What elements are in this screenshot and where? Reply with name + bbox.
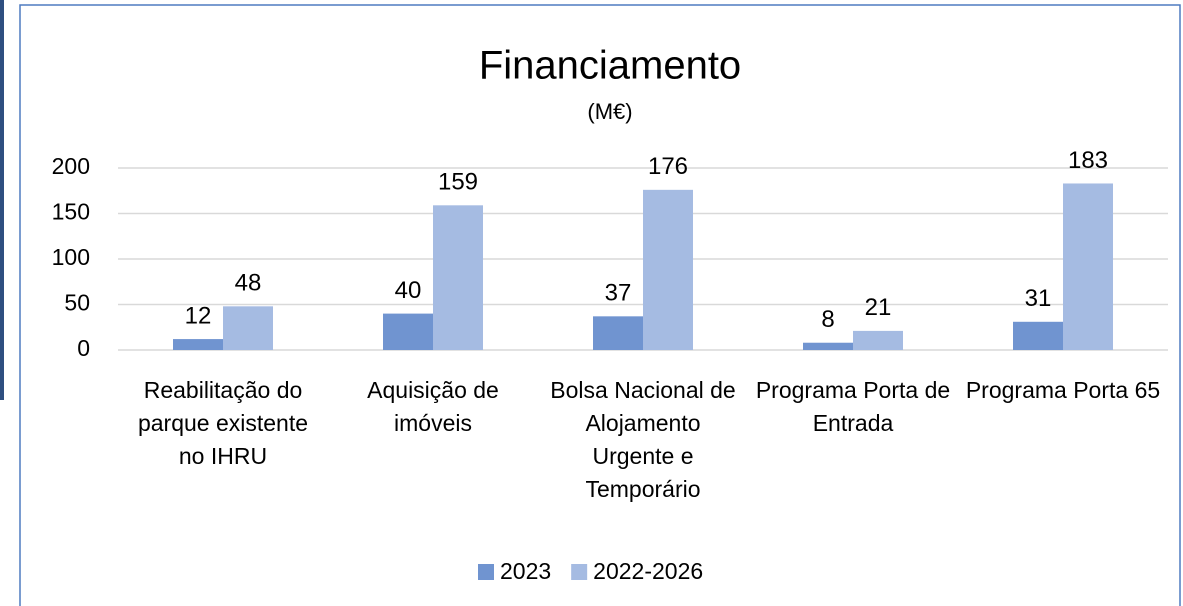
value-label: 8	[821, 306, 834, 333]
legend-label: 2022-2026	[593, 558, 703, 584]
value-label: 31	[1025, 285, 1052, 312]
legend-swatch	[478, 564, 494, 580]
value-label: 21	[865, 294, 892, 321]
bar	[223, 306, 273, 350]
y-tick-label: 200	[52, 153, 90, 179]
chart-title: Financiamento	[479, 44, 741, 88]
y-tick-label: 50	[64, 290, 90, 316]
y-tick-label: 0	[77, 335, 90, 361]
bar	[643, 189, 693, 350]
legend-label: 2023	[500, 558, 551, 584]
x-tick-label: Aquisição de imóveis	[367, 377, 499, 436]
chart-subtitle: (M€)	[587, 99, 632, 124]
x-tick-label: Programa Porta de Entrada	[755, 377, 951, 436]
value-label: 176	[648, 153, 688, 180]
chart-border	[19, 4, 1181, 606]
value-label: 12	[185, 302, 212, 329]
bar	[853, 330, 903, 350]
value-label: 37	[605, 280, 632, 307]
bar	[173, 339, 223, 350]
value-label: 48	[235, 270, 262, 297]
x-tick-label: Reabilitação do parque existente no IHRU	[137, 377, 309, 469]
bar	[433, 205, 483, 350]
bar	[593, 316, 643, 350]
legend-swatch	[571, 564, 588, 580]
value-label: 183	[1068, 147, 1108, 174]
bar	[803, 342, 853, 350]
value-label: 40	[395, 277, 422, 304]
value-label: 159	[438, 169, 478, 196]
bar	[383, 313, 433, 350]
y-tick-label: 150	[52, 199, 90, 225]
bar	[1013, 321, 1063, 350]
x-tick-label: Bolsa Nacional de Alojamento Urgente e T…	[550, 377, 736, 502]
bar	[1063, 183, 1113, 350]
x-tick-label: Programa Porta 65	[965, 377, 1161, 403]
y-tick-label: 100	[52, 244, 90, 270]
